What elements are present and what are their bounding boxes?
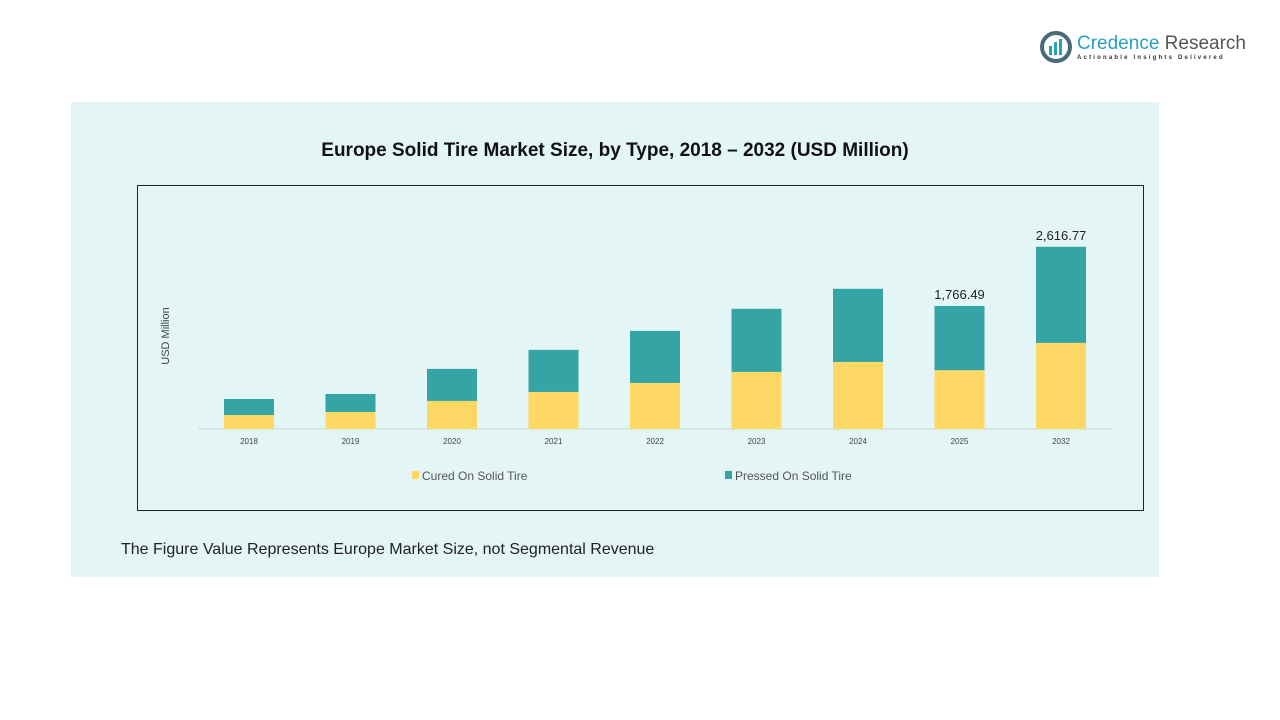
bar-2025-cured <box>934 370 985 429</box>
bar-2022-pressed <box>630 330 680 383</box>
x-tick-label: 2032 <box>1052 437 1070 446</box>
bar-2023-pressed <box>731 308 782 372</box>
legend-swatch <box>725 471 732 479</box>
bar-2021-pressed <box>528 349 579 392</box>
bar-2019-pressed <box>325 393 376 413</box>
legend-label: Pressed On Solid Tire <box>735 469 852 483</box>
legend-label: Cured On Solid Tire <box>422 469 528 483</box>
chart-frame <box>137 185 1144 511</box>
x-tick-label: 2018 <box>240 437 258 446</box>
bar-2019-cured <box>325 412 376 429</box>
bar-2021-cured <box>528 391 579 429</box>
bar-2032-pressed <box>1036 246 1086 343</box>
logo-name-2: Research <box>1164 32 1246 54</box>
data-label-2025: 1,766.49 <box>934 287 985 302</box>
logo-name-1: Credence <box>1077 32 1160 54</box>
bar-2024-pressed <box>833 288 883 362</box>
bar-2022-cured <box>630 382 680 429</box>
footnote: The Figure Value Represents Europe Marke… <box>121 541 655 558</box>
bar-2023-cured <box>731 371 782 429</box>
x-tick-label: 2023 <box>748 437 766 446</box>
chart-title: Europe Solid Tire Market Size, by Type, … <box>321 140 909 161</box>
bar-2024-cured <box>833 361 883 429</box>
x-tick-label: 2021 <box>545 437 563 446</box>
y-axis-label: USD Million <box>160 307 172 364</box>
legend-swatch <box>412 471 419 479</box>
bar-2018-pressed <box>224 398 274 416</box>
x-tick-label: 2024 <box>849 437 867 446</box>
bar-2020-cured <box>427 400 477 429</box>
bar-2032-cured <box>1036 342 1086 429</box>
data-label-2032: 2,616.77 <box>1036 228 1087 243</box>
logo-chart-icon <box>1040 31 1072 63</box>
x-tick-label: 2022 <box>646 437 664 446</box>
bar-2025-pressed <box>934 305 985 371</box>
bar-2020-pressed <box>427 368 477 401</box>
x-tick-label: 2025 <box>951 437 969 446</box>
credence-research-logo: Credence Research Actionable Insights De… <box>1040 31 1246 63</box>
logo-tagline: Actionable Insights Delivered <box>1077 54 1225 61</box>
x-tick-label: 2020 <box>443 437 461 446</box>
x-tick-label: 2019 <box>342 437 360 446</box>
bar-2018-cured <box>224 415 274 429</box>
